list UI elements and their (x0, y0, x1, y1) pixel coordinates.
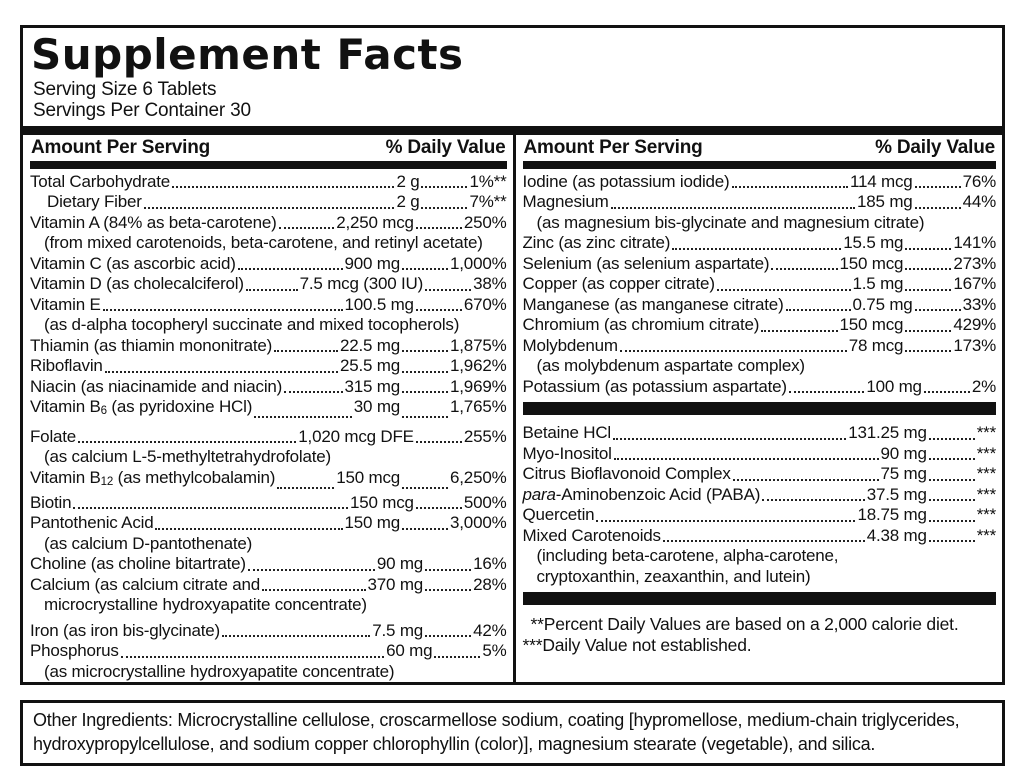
table-row: Vitamin A (84% as beta-carotene) 2,250 mc… (30, 212, 507, 232)
table-row: Vitamin B6 (as pyridoxine HCl) 30 mg 1,765… (30, 397, 507, 418)
table-row: Betaine HCl 131.25 mg *** (522, 423, 997, 443)
table-subrow: (as calcium L-5-methyltetrahydrofolate) (44, 447, 331, 467)
table-row: Magnesium 185 mg 44% (522, 192, 997, 212)
table-row: Iodine (as potassium iodide) 114 mcg 76% (522, 171, 997, 191)
section-divider-bar (522, 402, 996, 416)
other-ingredients-panel: Other Ingredients: Microcrystalline cell… (20, 700, 1005, 766)
table-row: Total Carbohydrate 2 g 1%** (30, 171, 507, 191)
left-rows: Total Carbohydrate 2 g 1%** Dietary Fiber 2 … (30, 172, 507, 682)
table-row: Riboflavin 25.5 mg 1,962% (30, 356, 507, 376)
table-row: Manganese (as manganese citrate) 0.75 mg 3… (522, 294, 997, 314)
table-row: Citrus Bioflavonoid Complex 75 mg *** (522, 464, 997, 484)
table-row: Molybdenum 78 mcg 173% (522, 335, 997, 355)
table-row: Choline (as choline bitartrate) 90 mg 16% (30, 554, 507, 573)
daily-value-header: % Daily Value (875, 136, 995, 158)
table-row: Phosphorus 60 mg 5% (30, 641, 507, 660)
minerals-rows: Iodine (as potassium iodide) 114 mcg 76% Ma… (523, 172, 997, 398)
section-divider-bar (522, 592, 996, 606)
table-row: Iron (as iron bis-glycinate) 7.5 mg 42% (30, 620, 507, 640)
left-column: Amount Per Serving % Daily Value Total C… (23, 135, 513, 682)
panel-title: Supplement Facts (31, 30, 464, 79)
table-row: Myo-Inositol 90 mg *** (522, 443, 997, 463)
table-row: Niacin (as niacinamide and niacin) 315 mg… (30, 376, 507, 396)
right-column: Amount Per Serving % Daily Value Iodine … (512, 134, 1003, 682)
table-subrow: (as molybdenum aspartate complex) (536, 356, 806, 376)
table-subrow: (including beta-carotene, alpha-carotene… (536, 546, 839, 566)
divider-bar (30, 160, 507, 169)
facts-table: Amount Per Serving % Daily Value Total C… (23, 134, 1003, 682)
footnote-daily-values: **Percent Daily Values are based on a 2,… (530, 614, 959, 635)
table-subrow: cryptoxanthin, zeaxanthin, and lutein) (536, 566, 811, 586)
table-subrow: (as calcium D-pantothenate) (44, 533, 253, 553)
table-row: Selenium (as selenium aspartate) 150 mcg 2… (522, 253, 997, 273)
table-row: Pantothenic Acid 150 mg 3,000% (30, 513, 507, 532)
table-row: Biotin 150 mcg 500% (30, 492, 507, 512)
table-row: Zinc (as zinc citrate) 15.5 mg 141% (522, 233, 997, 253)
table-row: Copper (as copper citrate) 1.5 mg 167% (522, 274, 997, 294)
table-row: Vitamin B12 (as methylcobalamin) 150 mcg 6… (30, 467, 507, 489)
servings-per-container: Servings Per Container 30 (33, 100, 251, 121)
table-row: Folate 1,020 mcg DFE 255% (30, 426, 507, 446)
table-row: Mixed Carotenoids 4.38 mg *** (522, 525, 997, 545)
amount-per-serving-header: Amount Per Serving (523, 136, 703, 158)
table-row: Vitamin D (as cholecalciferol) 7.5 mcg (3… (30, 274, 507, 294)
divider-bar-top (23, 126, 1002, 135)
table-row: Vitamin C (as ascorbic acid) 900 mg 1,000% (30, 253, 507, 273)
footnote-not-established: ***Daily Value not established. (522, 635, 752, 656)
daily-value-header: % Daily Value (385, 136, 506, 158)
left-column-header: Amount Per Serving % Daily Value (30, 135, 507, 161)
table-row: Quercetin 18.75 mg *** (522, 505, 997, 525)
footnotes: **Percent Daily Values are based on a 2,… (523, 614, 997, 656)
amount-per-serving-header: Amount Per Serving (31, 136, 211, 158)
table-subrow: (as d-alpha tocopheryl succinate and mix… (44, 315, 460, 335)
table-row: Chromium (as chromium citrate) 150 mcg 429… (522, 315, 997, 335)
table-row: Vitamin E 100.5 mg 670% (30, 294, 507, 314)
other-nutrients-rows: Betaine HCl 131.25 mg *** Myo-Inositol 90 mg… (523, 423, 997, 587)
table-subrow: microcrystalline hydroxyapatite concentr… (44, 595, 367, 614)
supplement-facts-panel: Supplement Facts Serving Size 6 Tablets … (20, 25, 1005, 685)
other-ingredients-text: Other Ingredients: Microcrystalline cell… (33, 710, 960, 754)
divider-bar (522, 160, 996, 169)
serving-size: Serving Size 6 Tablets (33, 79, 217, 100)
table-row: Potassium (as potassium aspartate) 100 mg… (522, 376, 997, 396)
table-row: Thiamin (as thiamin mononitrate) 22.5 mg 1… (30, 335, 507, 355)
table-subrow: (from mixed carotenoids, beta-carotene, … (44, 233, 483, 253)
right-column-header: Amount Per Serving % Daily Value (523, 135, 997, 161)
table-subrow: (as microcrystalline hydroxyapatite conc… (44, 661, 395, 681)
table-row: Dietary Fiber 2 g 7%** (47, 192, 507, 212)
table-row: para-Aminobenzoic Acid (PABA) 37.5 mg *** (522, 484, 997, 504)
table-subrow: (as magnesium bis-glycinate and magnesiu… (536, 212, 925, 232)
table-row: Calcium (as calcium citrate and 370 mg 28% (30, 574, 507, 594)
